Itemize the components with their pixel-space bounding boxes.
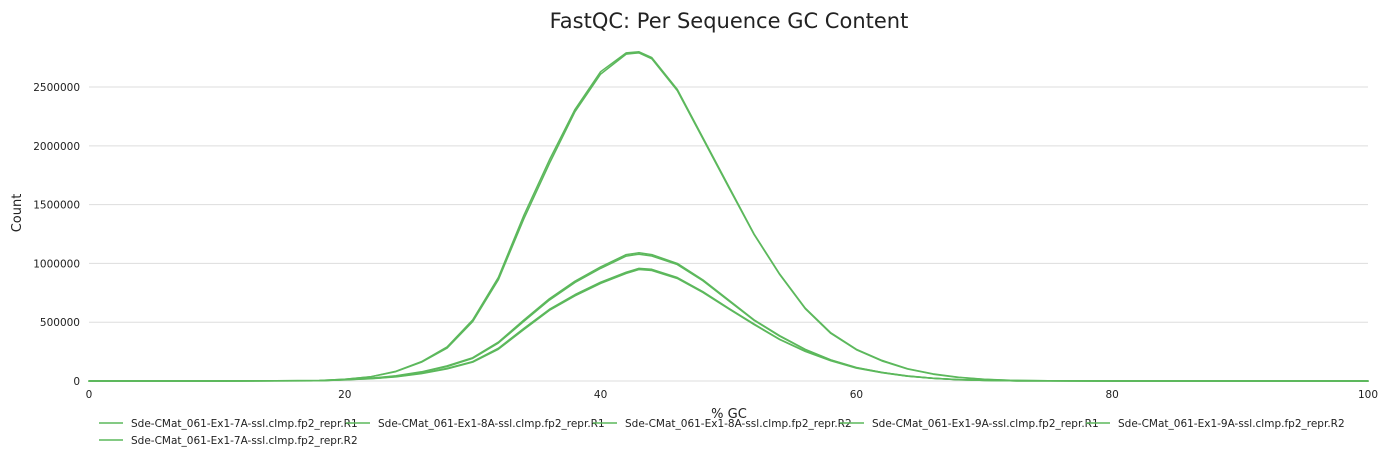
y-tick-label: 2500000 — [33, 82, 80, 94]
legend-item[interactable]: Sde-CMat_061-Ex1-9A-ssl.clmp.fp2_repr.R2 — [1086, 418, 1345, 430]
x-tick-label: 20 — [338, 389, 351, 401]
legend-label: Sde-CMat_061-Ex1-9A-ssl.clmp.fp2_repr.R2 — [1118, 418, 1345, 430]
x-tick-label: 40 — [594, 389, 607, 401]
series-line — [88, 52, 1369, 382]
y-tick-label: 1500000 — [33, 200, 80, 212]
x-axis-label: % GC — [711, 407, 747, 422]
y-tick-label: 500000 — [40, 317, 80, 329]
x-tick-label: 80 — [1106, 389, 1119, 401]
legend-item[interactable]: Sde-CMat_061-Ex1-9A-ssl.clmp.fp2_repr.R1 — [840, 418, 1099, 430]
legend-label: Sde-CMat_061-Ex1-8A-ssl.clmp.fp2_repr.R2 — [625, 418, 852, 430]
legend-item[interactable]: Sde-CMat_061-Ex1-7A-ssl.clmp.fp2_repr.R1 — [99, 418, 358, 430]
legend-item[interactable]: Sde-CMat_061-Ex1-8A-ssl.clmp.fp2_repr.R2 — [593, 418, 852, 430]
series-line — [88, 51, 1369, 382]
series-line — [88, 253, 1369, 382]
gridlines — [89, 86, 1368, 382]
y-axis-ticks: 0 500000 1000000 1500000 2000000 2500000 — [33, 82, 80, 388]
y-tick-label: 0 — [73, 376, 80, 388]
y-tick-label: 1000000 — [33, 258, 80, 270]
legend-label: Sde-CMat_061-Ex1-9A-ssl.clmp.fp2_repr.R1 — [872, 418, 1099, 430]
legend-label: Sde-CMat_061-Ex1-7A-ssl.clmp.fp2_repr.R2 — [131, 435, 358, 447]
series-lines — [88, 51, 1369, 382]
y-axis-label: Count — [10, 194, 25, 233]
x-axis-ticks: 0 20 40 60 80 100 — [86, 389, 1378, 401]
legend-label: Sde-CMat_061-Ex1-8A-ssl.clmp.fp2_repr.R1 — [378, 418, 605, 430]
legend: Sde-CMat_061-Ex1-7A-ssl.clmp.fp2_repr.R1… — [99, 418, 1345, 447]
legend-item[interactable]: Sde-CMat_061-Ex1-7A-ssl.clmp.fp2_repr.R2 — [99, 435, 358, 447]
series-line — [88, 268, 1369, 382]
x-tick-label: 0 — [86, 389, 93, 401]
legend-label: Sde-CMat_061-Ex1-7A-ssl.clmp.fp2_repr.R1 — [131, 418, 358, 430]
series-line — [88, 267, 1369, 382]
chart-title: FastQC: Per Sequence GC Content — [550, 9, 909, 33]
legend-item[interactable]: Sde-CMat_061-Ex1-8A-ssl.clmp.fp2_repr.R1 — [346, 418, 605, 430]
y-tick-label: 2000000 — [33, 141, 80, 153]
series-line — [88, 252, 1369, 382]
x-tick-label: 100 — [1358, 389, 1378, 401]
x-tick-label: 60 — [850, 389, 863, 401]
